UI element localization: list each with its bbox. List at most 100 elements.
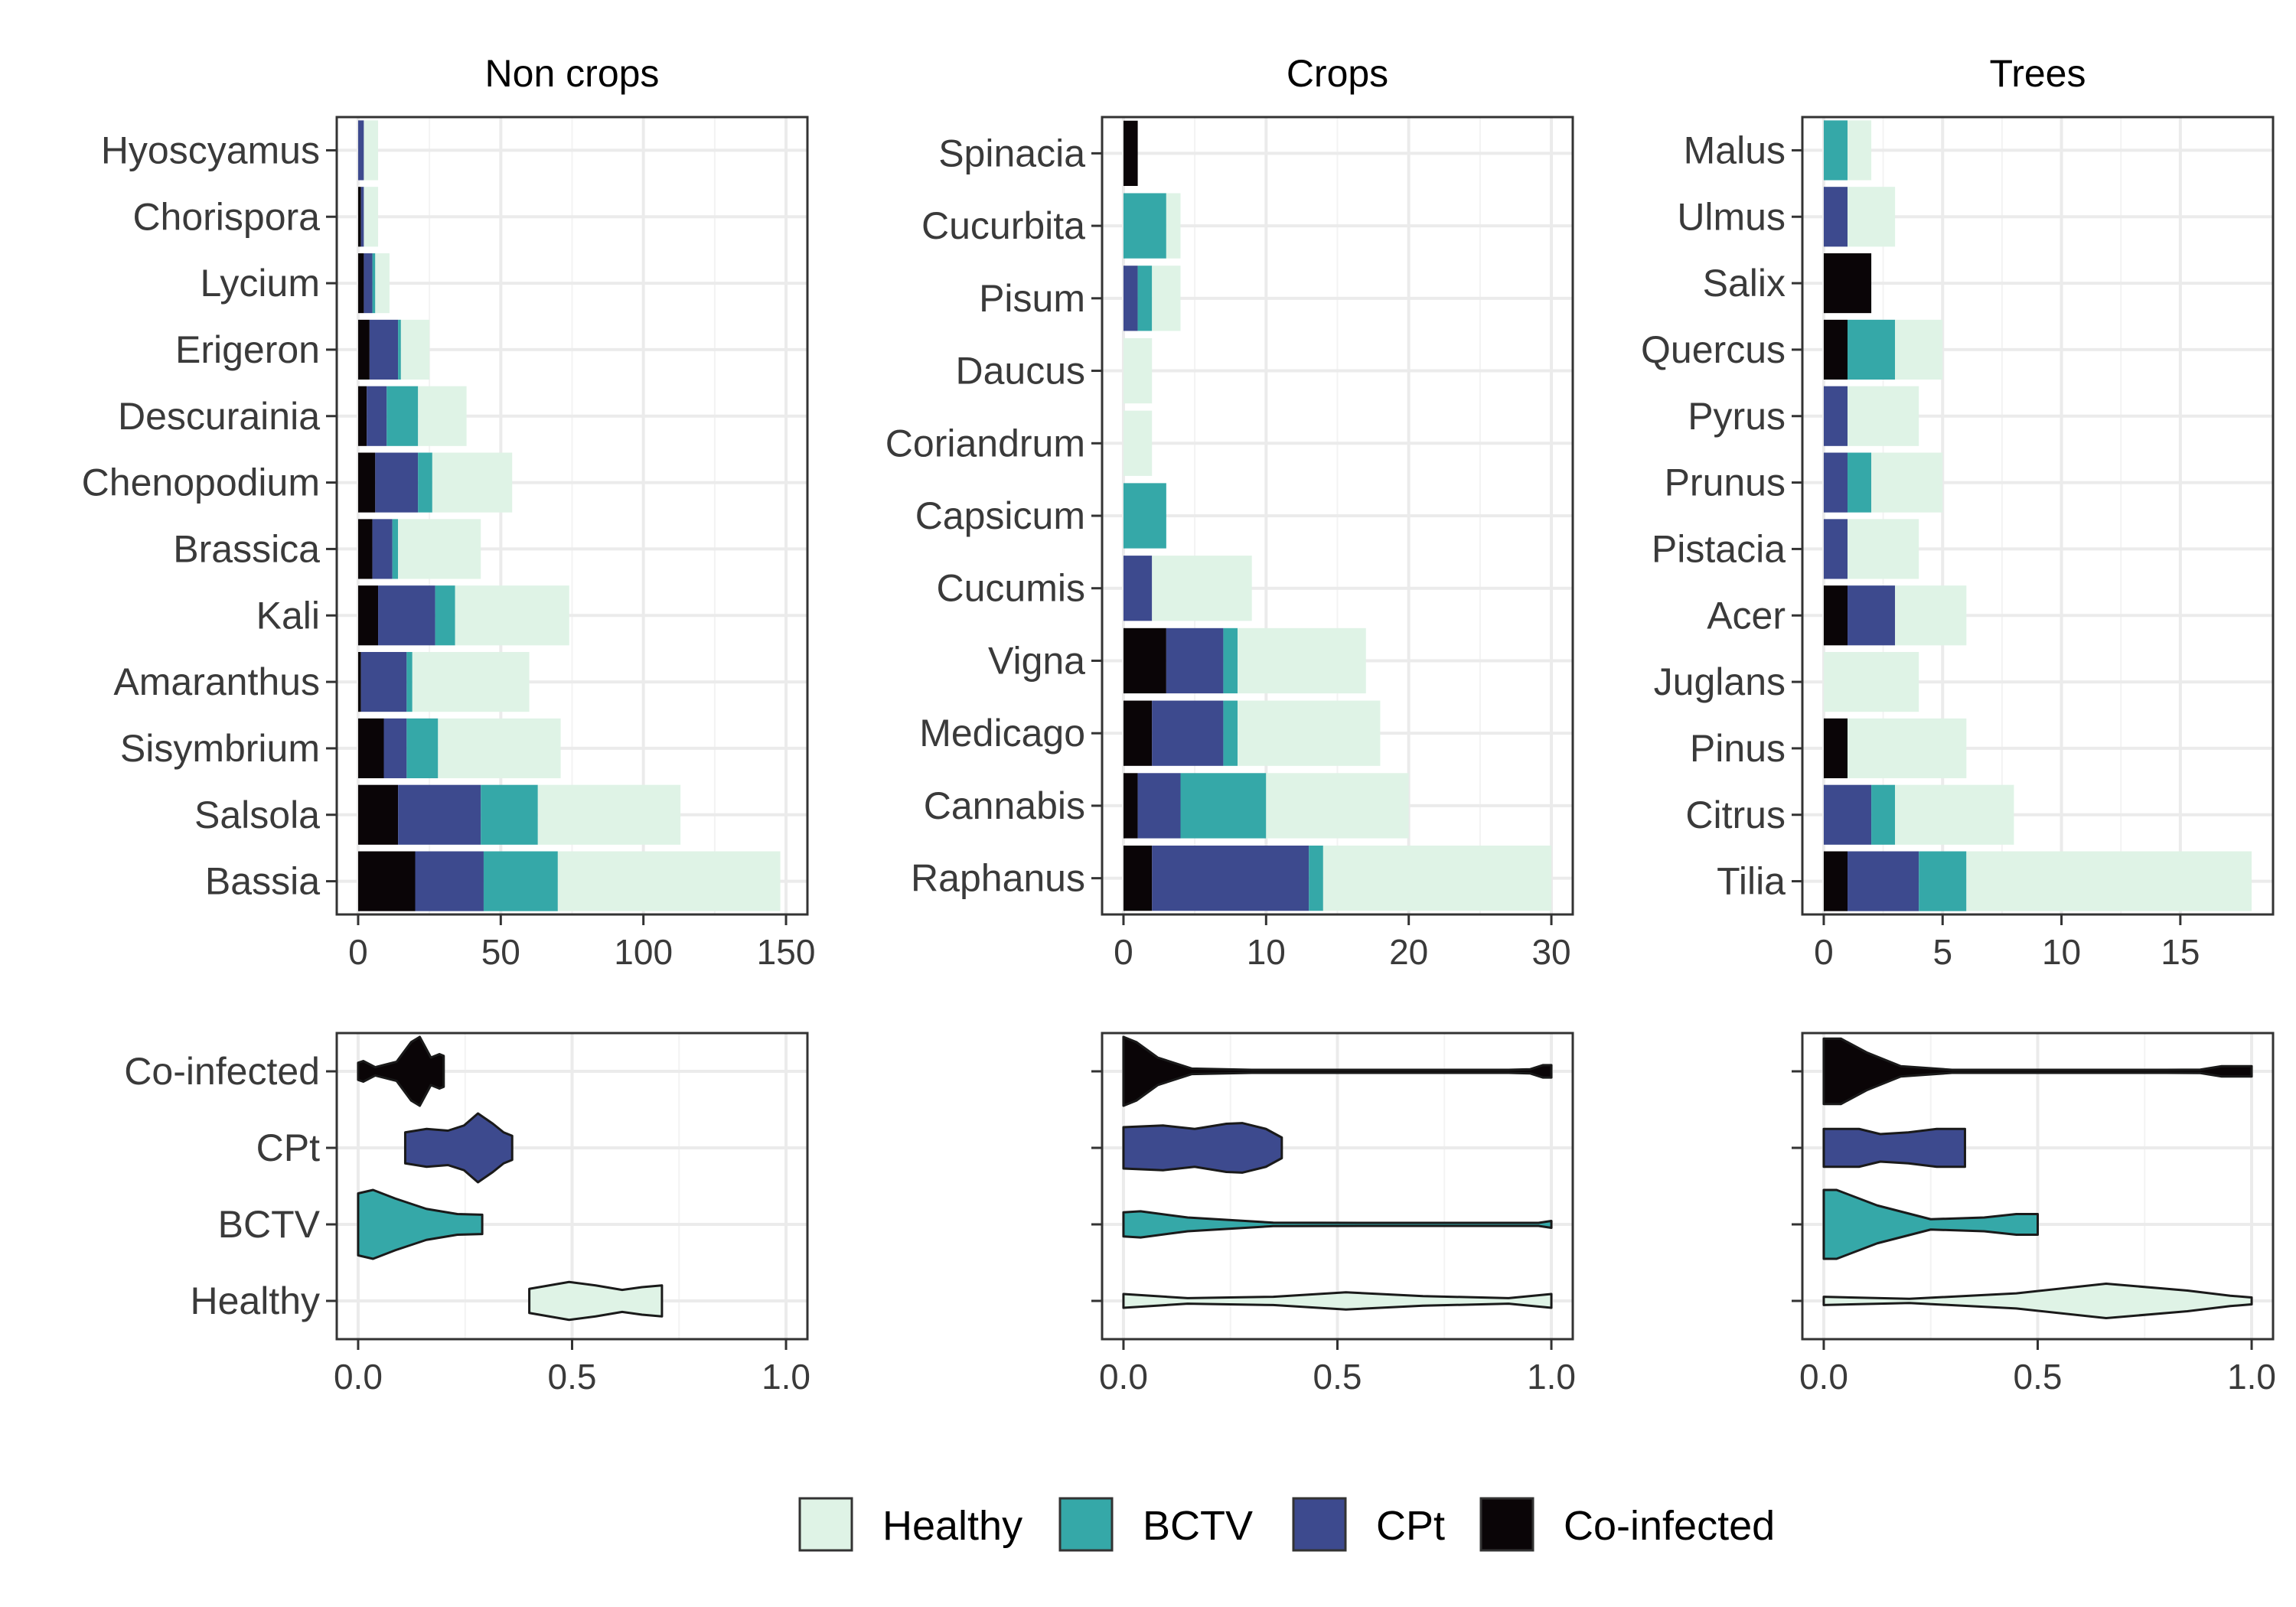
bar-spinacia-co-infected [1123,120,1138,186]
x-tick-label: 0 [1114,932,1133,972]
x-tick-label: 0 [1814,932,1834,972]
x-tick-label: 0 [348,932,368,972]
bar-quercus-healthy [1895,319,1943,380]
violin-panel-1: Co-infected CPt BCTV Healthy 0.0 0.5 1.0 [124,1032,810,1397]
bar-kali-bctv [435,585,455,646]
category-label-pisum: Pisum [979,277,1085,320]
x-tick-label: 0.5 [2014,1357,2063,1397]
legend-swatch [1479,1497,1534,1552]
category-label-bctv: BCTV [218,1203,321,1246]
category-label-amaranthus: Amaranthus [113,660,320,703]
bar-sisymbrium-bctv [406,718,439,778]
category-label-pinus: Pinus [1690,727,1786,770]
category-label-prunus: Prunus [1665,461,1786,504]
legend-item-co-infected: Co-infected [1479,1497,1775,1552]
bar-pisum-healthy [1152,266,1181,331]
bar-raphanus-co-infected [1123,846,1153,911]
bar-acer-cpt [1848,585,1896,646]
bar-erigeron-healthy [400,319,430,380]
bar-bassia-co-infected [357,851,416,911]
plot-frame [335,116,809,916]
legend-item-healthy: Healthy [798,1497,1022,1552]
bar-coriandrum-healthy [1123,410,1153,476]
bar-hyoscyamus-cpt [357,120,364,181]
bar-salsola-cpt [398,784,481,845]
x-tick-label: 0.5 [1313,1357,1362,1397]
bar-bassia-healthy [557,851,781,911]
bar-medicago-healthy [1238,700,1381,766]
bar-ulmus-cpt [1823,187,1848,247]
category-label-coriandrum: Coriandrum [885,422,1085,464]
x-tick-label: 10 [1247,932,1286,972]
legend-item-bctv: BCTV [1058,1497,1253,1552]
category-label-quercus: Quercus [1641,328,1786,371]
x-tick-label: 20 [1389,932,1428,972]
category-label-ulmus: Ulmus [1677,195,1786,238]
bar-descurainia-bctv [386,386,419,446]
bar-cucumis-cpt [1123,556,1153,621]
bar-medicago-cpt [1152,700,1224,766]
bar-descurainia-co-infected [357,386,367,446]
bar-bassia-cpt [415,851,484,911]
category-label-daucus: Daucus [955,350,1085,393]
category-label-bassia: Bassia [205,860,320,903]
bar-amaranthus-co-infected [357,652,361,712]
legend: Healthy BCTV CPt Co-infected [798,1497,1775,1552]
bar-lycium-co-infected [357,253,364,314]
bar-amaranthus-cpt [360,652,407,712]
x-tick-label: 0.0 [1799,1357,1848,1397]
x-tick-label: 30 [1531,932,1570,972]
category-label-acer: Acer [1707,594,1786,637]
bar-cucurbita-bctv [1123,193,1166,259]
category-label-cpt: CPt [256,1126,320,1169]
bar-chenopodium-healthy [432,452,513,513]
category-label-spinacia: Spinacia [938,132,1085,174]
bar-kali-co-infected [357,585,379,646]
category-label-chenopodium: Chenopodium [82,461,320,504]
violin-cpt [403,1112,514,1184]
violin-bctv [1822,1188,2039,1260]
bar-charts: Hyoscyamus Chorispora Lycium Erigeron Descur… [82,52,2275,972]
bar-panel-trees: Malus Ulmus Salix Quercus Pyrus Prunus Pistaci… [1641,52,2275,972]
bar-brassica-co-infected [357,519,373,579]
bar-pinus-co-infected [1823,718,1848,778]
category-label-sisymbrium: Sisymbrium [120,727,320,770]
category-label-raphanus: Raphanus [911,857,1085,900]
bar-malus-healthy [1848,120,1872,181]
bar-pisum-cpt [1123,266,1138,331]
bar-raphanus-healthy [1322,846,1552,911]
bar-citrus-healthy [1895,784,2014,845]
bar-medicago-co-infected [1123,700,1153,766]
bar-chenopodium-co-infected [357,452,376,513]
legend-label: Healthy [882,1503,1022,1549]
bar-sisymbrium-cpt [383,718,407,778]
bar-cannabis-healthy [1266,773,1409,839]
violin-cpt [1822,1127,1966,1169]
bar-amaranthus-bctv [406,652,413,712]
bar-kali-healthy [455,585,569,646]
category-label-pyrus: Pyrus [1688,395,1786,438]
category-label-cucurbita: Cucurbita [921,204,1085,247]
category-label-chorispora: Chorispora [132,195,320,238]
x-tick-label: 1.0 [762,1357,810,1397]
bar-lycium-bctv [372,253,376,314]
bar-raphanus-bctv [1309,846,1323,911]
bar-tilia-healthy [1966,851,2252,911]
category-label-healthy: Healthy [190,1279,320,1322]
bar-juglans-healthy [1823,652,1919,712]
x-tick-label: 0.0 [334,1357,383,1397]
bar-tilia-cpt [1848,851,1919,911]
bar-pistacia-cpt [1823,519,1848,579]
bar-salix-co-infected [1823,253,1872,314]
violin-bctv [357,1188,484,1260]
x-tick-label: 100 [614,932,673,972]
bar-lycium-cpt [364,253,373,314]
bar-erigeron-cpt [369,319,399,380]
bar-acer-co-infected [1823,585,1848,646]
panel-title-crops: Crops [1287,52,1388,95]
bar-citrus-bctv [1871,784,1896,845]
bar-prunus-cpt [1823,452,1848,513]
category-label-vigna: Vigna [988,639,1085,682]
bar-medicago-bctv [1223,700,1238,766]
